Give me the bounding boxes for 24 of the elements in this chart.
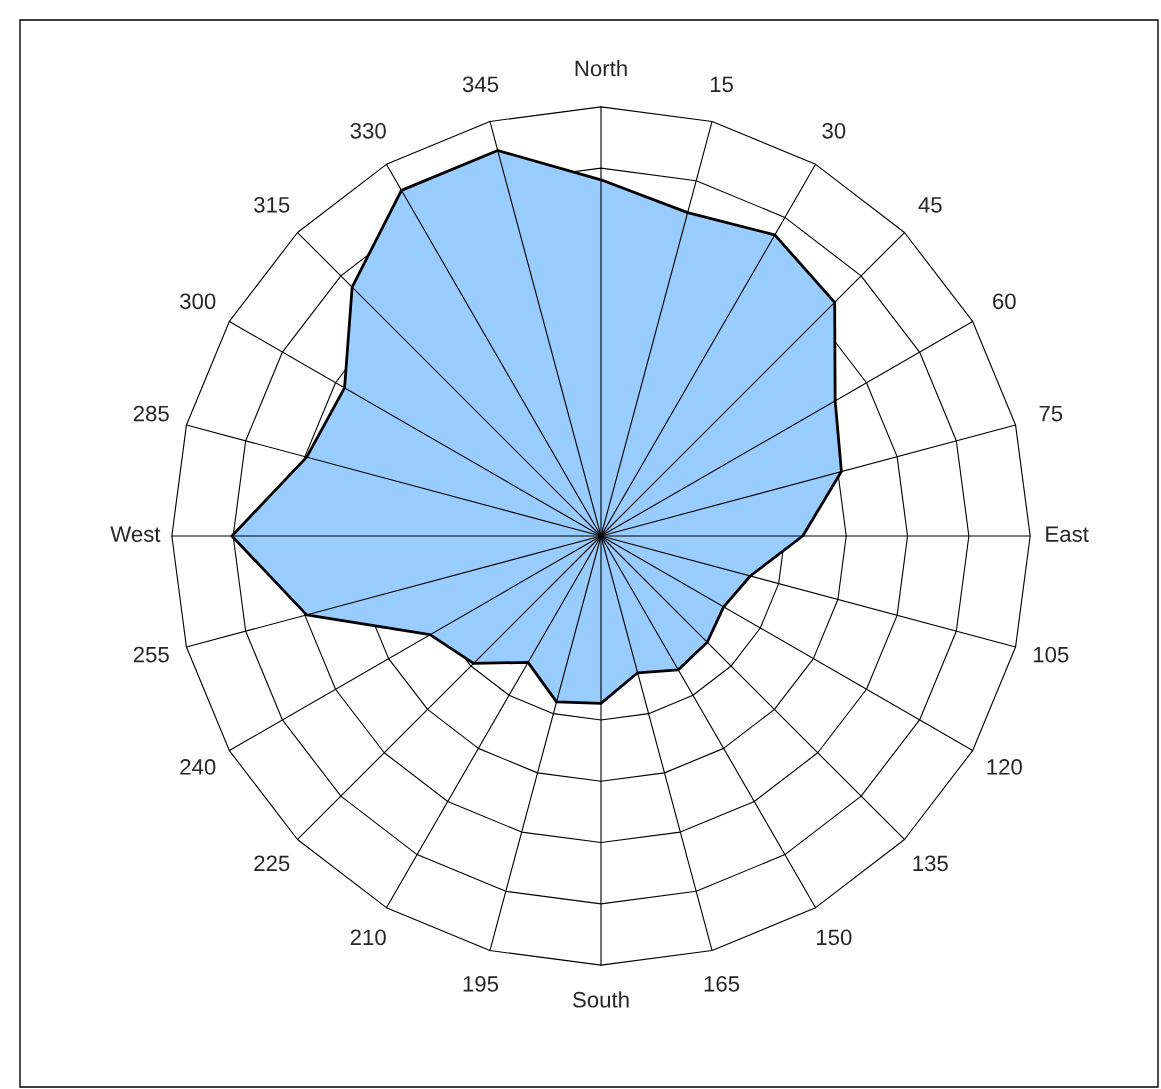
spoke-label: 135 — [913, 855, 948, 872]
spoke-label: 15 — [710, 76, 733, 93]
spoke-label: 300 — [180, 293, 216, 310]
spoke-label: 210 — [350, 929, 386, 946]
spoke-label: 240 — [180, 759, 216, 775]
spoke-label: 315 — [254, 196, 290, 213]
spoke-label: 225 — [254, 855, 290, 872]
spoke-label: 150 — [816, 929, 852, 946]
spoke-label: 165 — [704, 976, 740, 992]
spoke-label: 45 — [918, 197, 942, 213]
spoke-label: West — [110, 526, 161, 542]
spoke-label: 195 — [463, 976, 499, 992]
spoke-label: 330 — [350, 122, 386, 139]
spoke-label: 120 — [987, 759, 1022, 775]
spoke-label: 345 — [462, 76, 499, 93]
spoke-label: 60 — [993, 293, 1016, 310]
spoke-label: North — [575, 60, 627, 77]
spoke-label: 255 — [133, 646, 169, 663]
spoke-label: 285 — [133, 405, 169, 422]
spoke-label: 105 — [1033, 646, 1069, 663]
spoke-label: East — [1046, 526, 1089, 542]
spoke-label: 75 — [1039, 405, 1063, 422]
spoke-label: 30 — [822, 122, 846, 139]
spoke-label: South — [572, 991, 629, 1008]
